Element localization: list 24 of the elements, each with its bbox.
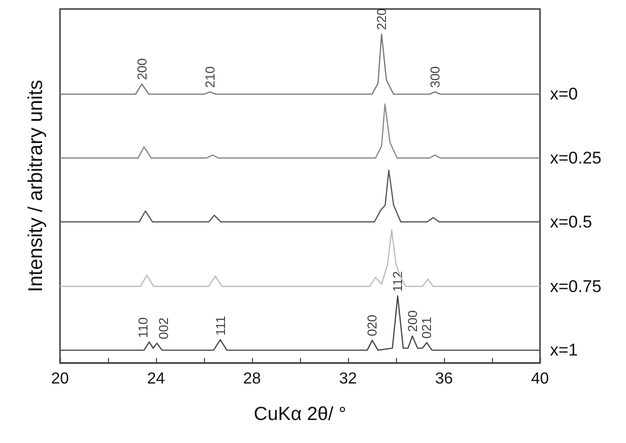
series-label: x=0.5 — [550, 212, 592, 232]
annotation: 200 — [404, 310, 420, 332]
series-label: x=0.25 — [550, 148, 602, 168]
series-label: x=1 — [550, 340, 578, 360]
x-tick-label: 36 — [435, 370, 453, 388]
x-tick-label: 28 — [243, 370, 261, 388]
annotation: 002 — [156, 318, 171, 340]
y-axis-title: Intensity / arbitrary units — [25, 80, 47, 292]
annotation: 110 — [135, 317, 150, 338]
annotation: 200 — [134, 58, 150, 80]
x-tick-label: 40 — [531, 370, 549, 388]
x-tick-label: 20 — [51, 370, 69, 388]
x-axis-title: CuKα 2θ/ ° — [254, 404, 346, 425]
x-tick-label: 32 — [339, 370, 357, 388]
series-label: x=0 — [550, 84, 578, 104]
annotation: 111 — [212, 316, 228, 336]
series-label: x=0.75 — [550, 276, 602, 296]
annotation: 020 — [364, 314, 380, 336]
x-tick-label: 24 — [147, 370, 165, 388]
annotation: 112 — [390, 271, 406, 292]
annotation: 210 — [202, 66, 218, 88]
annotation: 300 — [427, 66, 442, 88]
annotation: 021 — [419, 316, 434, 339]
annotation: 220 — [374, 8, 390, 30]
